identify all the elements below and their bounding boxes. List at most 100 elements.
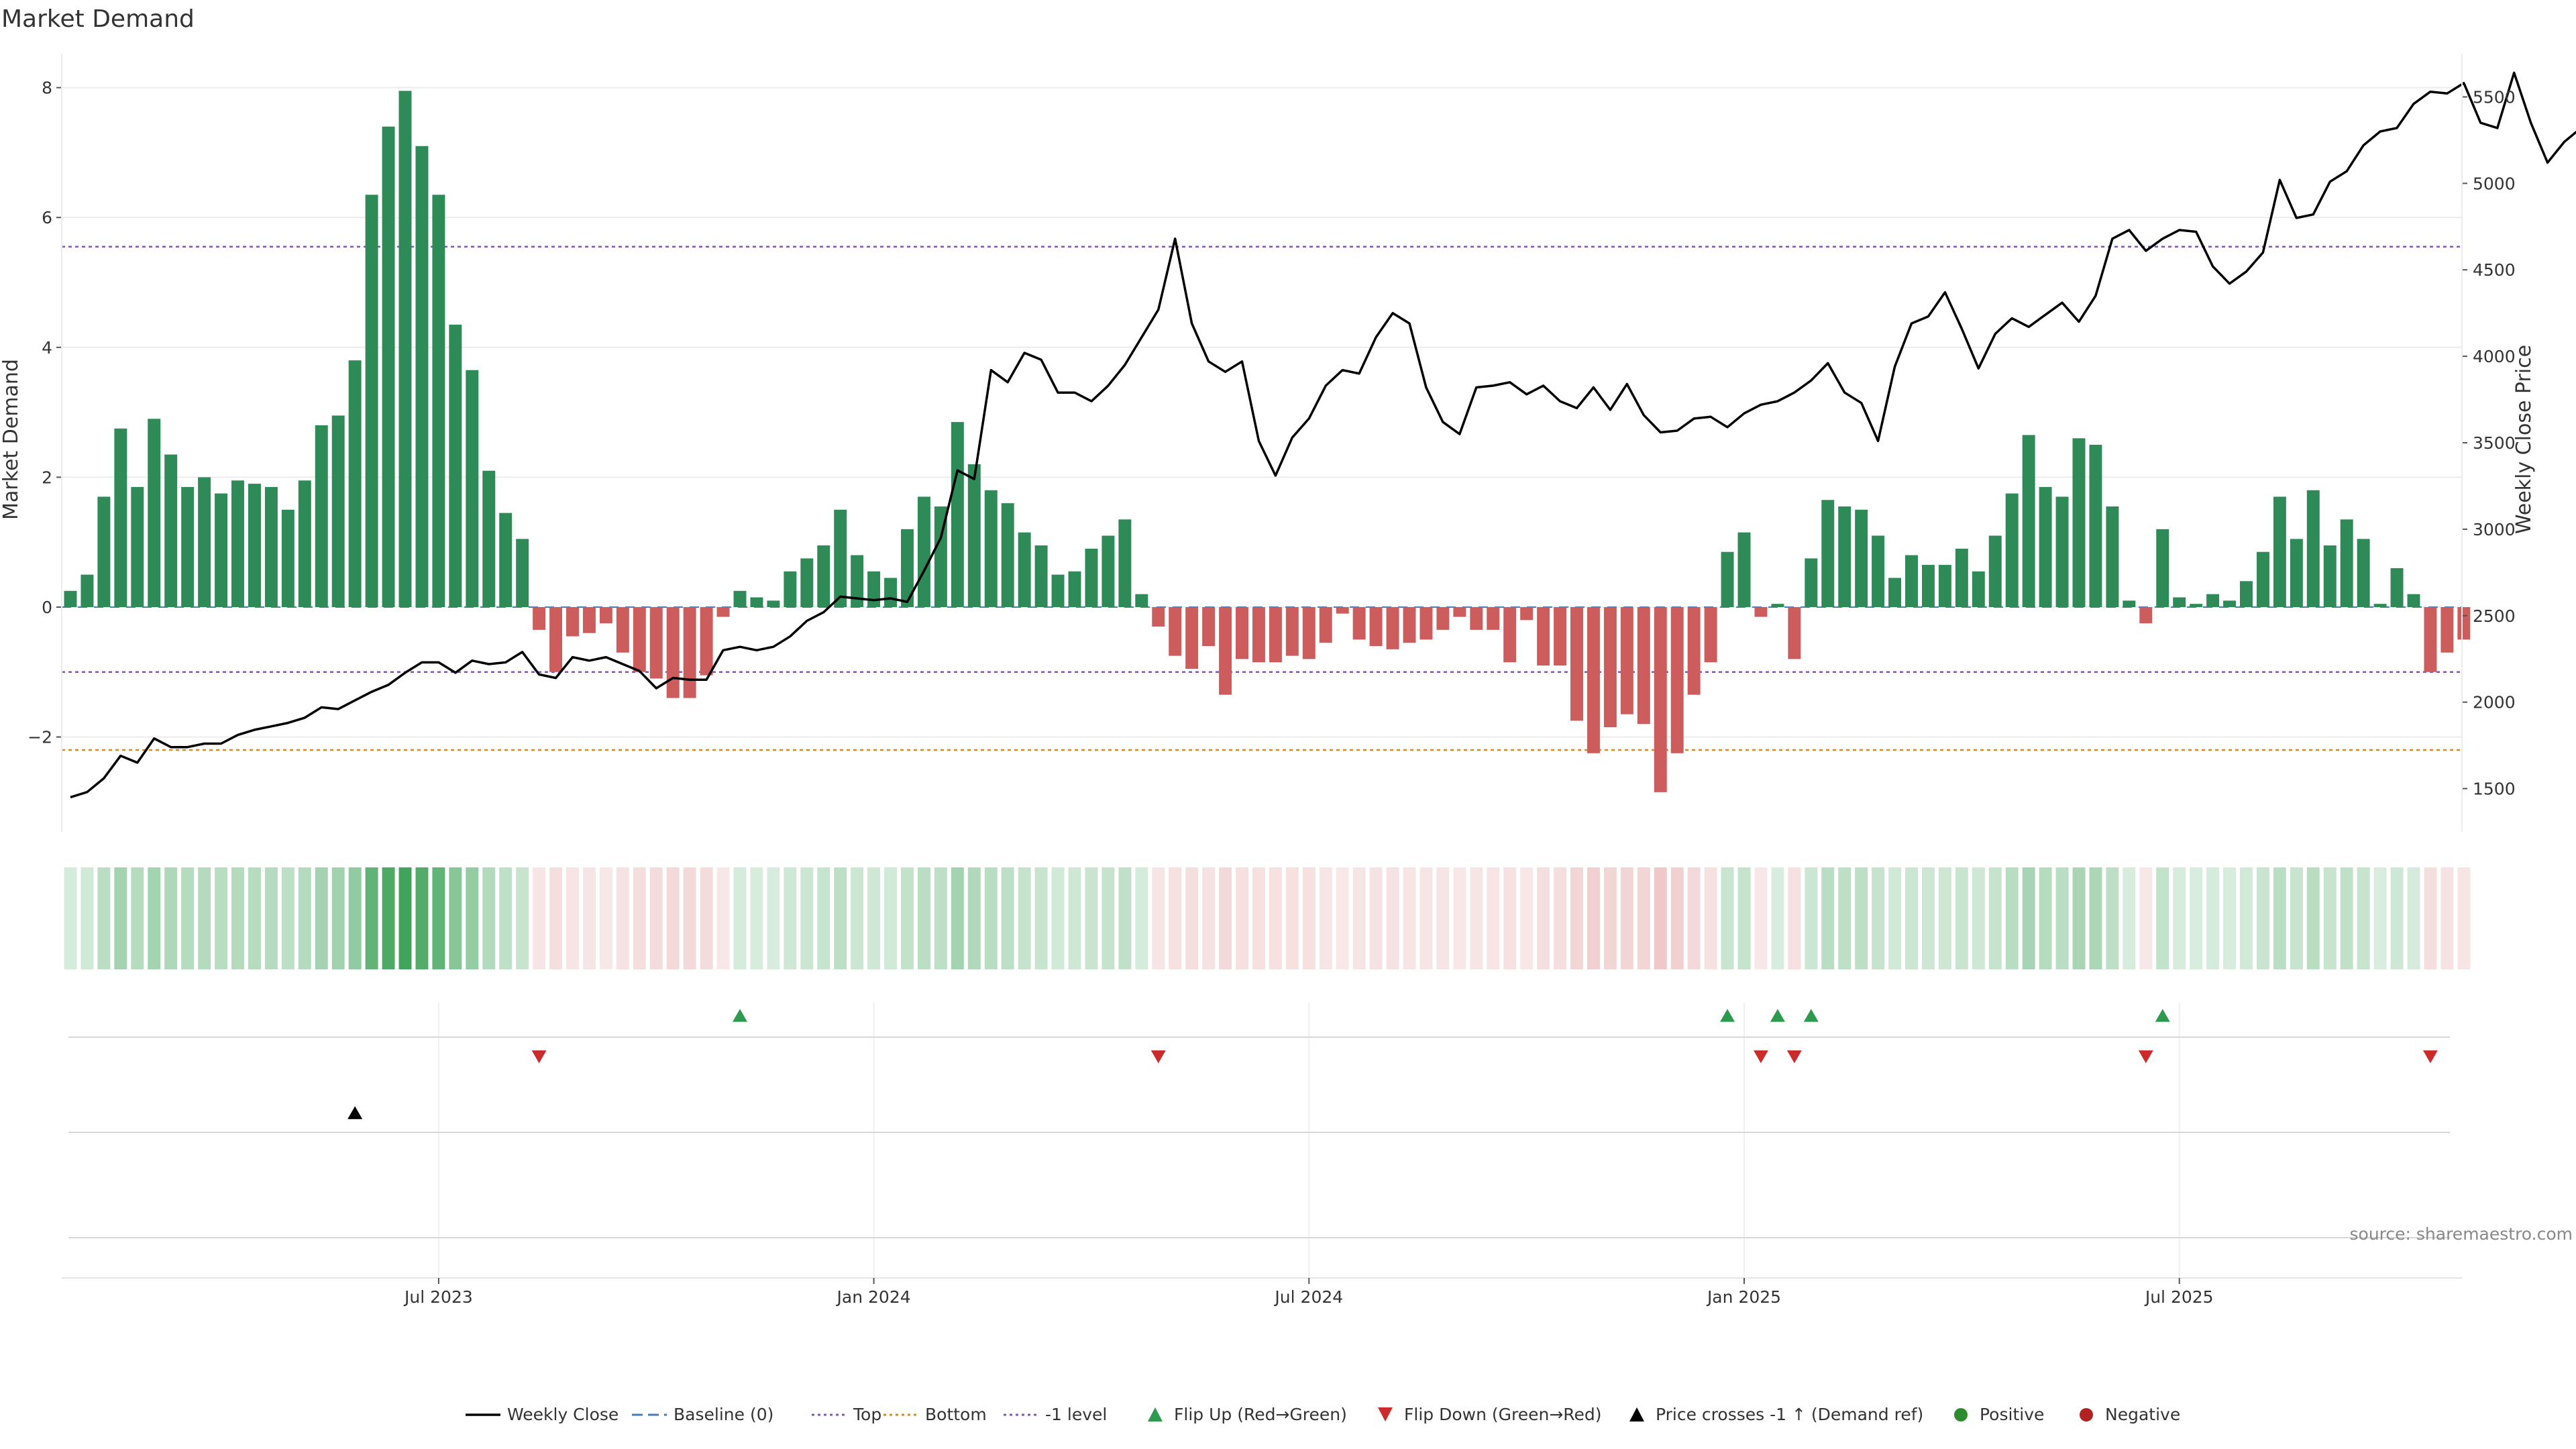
strip-cell-positive bbox=[2072, 867, 2086, 969]
demand-bar-negative bbox=[1470, 607, 1483, 630]
strip-cell-negative bbox=[1169, 867, 1182, 969]
demand-bar-negative bbox=[1319, 607, 1332, 643]
demand-bar-negative bbox=[1369, 607, 1383, 647]
weekly-close-polyline bbox=[70, 71, 2576, 799]
strip-cell-negative bbox=[716, 867, 730, 969]
demand-bar-positive bbox=[1102, 535, 1115, 607]
demand-bar-positive bbox=[2240, 581, 2253, 607]
demand-bar-negative bbox=[700, 607, 713, 676]
demand-bar-positive bbox=[181, 486, 195, 607]
strip-cell-positive bbox=[1855, 867, 1868, 969]
demand-bar-negative bbox=[533, 607, 546, 630]
right-tick-label: 3500 bbox=[2473, 433, 2516, 453]
strip-cell-negative bbox=[1687, 867, 1701, 969]
demand-bar-positive bbox=[2072, 438, 2086, 607]
legend-label: Weekly Close bbox=[507, 1405, 619, 1424]
demand-bar-positive bbox=[1135, 594, 1148, 607]
strip-cell-positive bbox=[2190, 867, 2203, 969]
strip-cell-positive bbox=[1888, 867, 1902, 969]
demand-bar-positive bbox=[1921, 565, 1935, 607]
strip-cell-positive bbox=[164, 867, 178, 969]
strip-cell-negative bbox=[1704, 867, 1717, 969]
demand-bar-positive bbox=[114, 428, 127, 607]
demand-bar-positive bbox=[2390, 568, 2404, 607]
demand-bar-negative bbox=[1269, 607, 1282, 663]
demand-bar-negative bbox=[616, 607, 629, 653]
strip-cell-positive bbox=[215, 867, 228, 969]
demand-bar-negative bbox=[549, 607, 563, 672]
demand-bar-negative bbox=[1403, 607, 1416, 643]
demand-bar-positive bbox=[2340, 519, 2353, 607]
strip-cell-positive bbox=[1721, 867, 1734, 969]
strip-cell-negative bbox=[566, 867, 579, 969]
strip-cell-positive bbox=[2173, 867, 2186, 969]
demand-bars bbox=[64, 91, 2471, 792]
strip-cell-positive bbox=[2106, 867, 2119, 969]
demand-bar-positive bbox=[1938, 565, 1951, 607]
demand-bar-negative bbox=[2139, 607, 2153, 624]
strip-cell-negative bbox=[1202, 867, 1216, 969]
strip-cell-positive bbox=[851, 867, 864, 969]
strip-cell-negative bbox=[1754, 867, 1768, 969]
strip-cell-positive bbox=[181, 867, 195, 969]
demand-bar-positive bbox=[64, 590, 77, 607]
right-tick-label: 5500 bbox=[2473, 87, 2516, 107]
strip-cell-positive bbox=[499, 867, 513, 969]
demand-bar-positive bbox=[2206, 594, 2220, 607]
strip-cell-positive bbox=[449, 867, 462, 969]
demand-bar-positive bbox=[1051, 574, 1065, 607]
demand-bar-positive bbox=[1085, 548, 1098, 607]
demand-bar-positive bbox=[834, 509, 847, 607]
strip-cell-positive bbox=[984, 867, 998, 969]
demand-bar-negative bbox=[1620, 607, 1633, 714]
demand-bar-positive bbox=[817, 545, 830, 607]
strip-cell-positive bbox=[248, 867, 261, 969]
demand-bar-positive bbox=[1955, 548, 1968, 607]
strip-cell-positive bbox=[2306, 867, 2320, 969]
demand-bar-positive bbox=[2256, 551, 2269, 607]
strip-cell-positive bbox=[884, 867, 898, 969]
demand-bar-negative bbox=[649, 607, 663, 679]
demand-bar-positive bbox=[365, 195, 378, 607]
demand-bar-positive bbox=[767, 600, 780, 607]
strip-cell-positive bbox=[1872, 867, 1885, 969]
strip-cell-negative bbox=[1503, 867, 1517, 969]
legend-swatch bbox=[1954, 1408, 1968, 1421]
strip-cell-positive bbox=[298, 867, 311, 969]
flip-up-marker bbox=[2155, 1009, 2170, 1022]
right-tick-label: 5000 bbox=[2473, 174, 2516, 193]
demand-bar-positive bbox=[2306, 490, 2320, 607]
demand-bar-negative bbox=[1219, 607, 1232, 695]
demand-bar-positive bbox=[2089, 445, 2102, 607]
legend-label: Baseline (0) bbox=[674, 1405, 773, 1424]
strip-cell-positive bbox=[2390, 867, 2404, 969]
strip-cell-negative bbox=[666, 867, 680, 969]
strip-cell-negative bbox=[1386, 867, 1399, 969]
strip-cell-positive bbox=[466, 867, 479, 969]
demand-bar-positive bbox=[2323, 545, 2337, 607]
x-tick-label: Jul 2025 bbox=[2144, 1287, 2214, 1307]
strip-cell-positive bbox=[1955, 867, 1968, 969]
demand-bar-positive bbox=[984, 490, 998, 607]
strip-cell-positive bbox=[398, 867, 412, 969]
demand-bar-positive bbox=[449, 324, 462, 607]
strip-cell-positive bbox=[1921, 867, 1935, 969]
demand-bar-positive bbox=[198, 477, 211, 607]
demand-bar-positive bbox=[315, 425, 328, 607]
strip-cell-positive bbox=[1905, 867, 1918, 969]
legend-swatch bbox=[1378, 1407, 1393, 1421]
strip-cell-negative bbox=[2424, 867, 2437, 969]
strip-cell-negative bbox=[1285, 867, 1299, 969]
signal-rows bbox=[68, 1003, 2450, 1278]
demand-bar-positive bbox=[1905, 555, 1918, 607]
demand-bar-negative bbox=[566, 607, 579, 637]
x-tick-label: Jan 2025 bbox=[1706, 1287, 1781, 1307]
strip-cell-positive bbox=[97, 867, 111, 969]
strip-cell-positive bbox=[131, 867, 144, 969]
strip-cell-negative bbox=[1603, 867, 1617, 969]
demand-bar-negative bbox=[1587, 607, 1600, 753]
strip-cell-positive bbox=[415, 867, 429, 969]
x-tick-label: Jul 2024 bbox=[1273, 1287, 1343, 1307]
demand-bar-negative bbox=[1386, 607, 1399, 649]
demand-bar-negative bbox=[1302, 607, 1316, 659]
